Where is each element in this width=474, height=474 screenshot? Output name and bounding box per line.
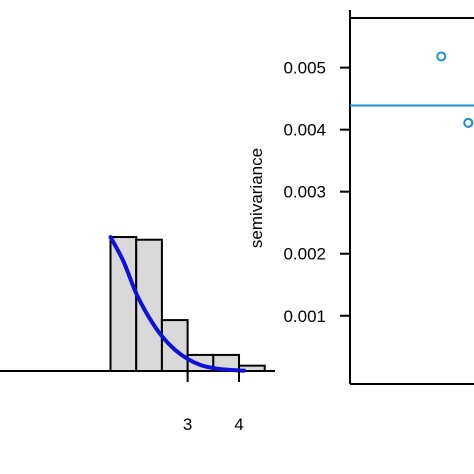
semivariogram-y-tick-label: 0.005 <box>283 59 326 78</box>
histogram-bars <box>109 236 266 373</box>
semivariogram-y-axis-label: semivariance <box>247 148 266 248</box>
semivariogram-y-tick-label: 0.002 <box>283 245 326 264</box>
semivariance-points <box>436 51 474 128</box>
semivariogram-top-ticks <box>349 10 474 19</box>
histogram-x-tick-label: 3 <box>183 415 192 434</box>
histogram-bar <box>160 319 189 372</box>
semivariogram-y-ticks: 0.001 0.002 0.003 0.004 0.005 <box>283 59 350 326</box>
semivariance-point <box>436 51 447 62</box>
semivariogram-y-tick-label: 0.001 <box>283 307 326 326</box>
semivariogram-y-tick-label: 0.003 <box>283 183 326 202</box>
density-curve <box>108 235 247 373</box>
histogram-x-tick-label: 4 <box>234 415 243 434</box>
semivariogram-y-tick-label: 0.004 <box>283 121 326 140</box>
semivariance-point <box>463 117 474 128</box>
